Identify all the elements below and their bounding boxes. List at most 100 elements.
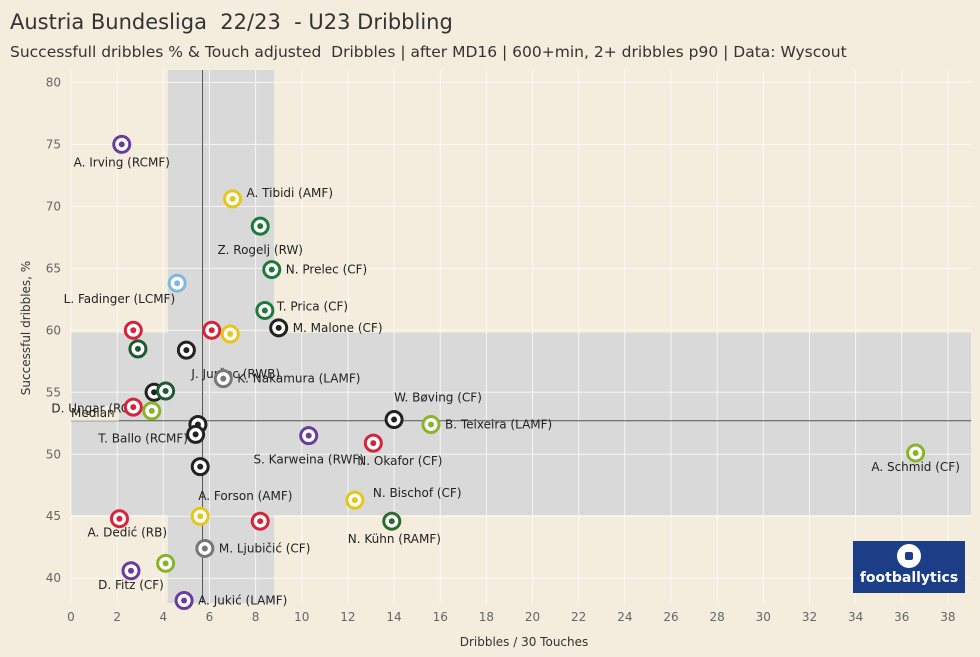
median-label-bg: [69, 405, 119, 421]
player-point: [156, 381, 176, 401]
player-point: L. Fadinger (LCMF): [64, 273, 187, 306]
player-point: N. Prelec (CF): [262, 260, 367, 280]
team-badge-center: [275, 324, 282, 331]
team-badge-center: [388, 518, 395, 525]
x-tick-label: 22: [571, 610, 586, 624]
x-tick-label: 36: [894, 610, 909, 624]
x-tick-label: 4: [159, 610, 167, 624]
player-point: [250, 511, 270, 531]
player-point: N. Okafor (CF): [357, 433, 442, 468]
gridlines: [70, 70, 971, 603]
player-label: A. Dedić (RB): [87, 526, 167, 540]
player-label: A. Irving (RCMF): [74, 155, 170, 169]
player-label: T. Prica (CF): [276, 299, 348, 313]
player-point: A. Irving (RCMF): [74, 134, 170, 169]
y-tick-label: 45: [46, 509, 61, 523]
player-label: Z. Rogelj (RW): [217, 243, 303, 257]
y-tick-label: 70: [46, 199, 61, 213]
player-point: Z. Rogelj (RW): [217, 216, 303, 257]
team-badge-center: [183, 347, 190, 354]
player-label: N. Kühn (RAMF): [348, 532, 441, 546]
team-badge-center: [428, 421, 434, 428]
player-point: K. Nakamura (LAMF): [213, 369, 360, 389]
player-label: A. Tibidi (AMF): [247, 186, 333, 200]
player-point: A. Tibidi (AMF): [223, 186, 333, 209]
team-badge-center: [151, 389, 158, 396]
team-badge-center: [268, 266, 275, 273]
player-point: [123, 397, 143, 417]
player-point: [190, 457, 210, 477]
player-point: J. Jurčec (RWB): [176, 340, 280, 381]
team-badge-center: [148, 407, 155, 414]
team-badge-center: [130, 404, 137, 411]
player-point: A. Schmid (CF): [871, 443, 960, 474]
y-tick-label: 60: [46, 323, 61, 337]
y-tick-label: 50: [46, 447, 61, 461]
player-point: N. Bischof (CF): [345, 486, 462, 510]
team-badge-center: [162, 388, 169, 395]
player-label: D. Fitz (CF): [98, 578, 164, 592]
player-label: T. Ballo (RCMF): [97, 432, 188, 446]
x-tick-label: 24: [617, 610, 632, 624]
player-point: D. Fitz (CF): [98, 561, 164, 592]
y-axis-ticks: 40 45 50 55 60 65 70 75 80: [46, 75, 61, 585]
player-label: L. Fadinger (LCMF): [64, 292, 175, 306]
team-badge-center: [128, 567, 134, 574]
team-badge-center: [391, 416, 398, 423]
y-tick-label: 75: [46, 137, 61, 151]
player-point: [186, 424, 206, 444]
player-point: [220, 324, 240, 344]
x-axis-label: Dribbles / 30 Touches: [460, 635, 589, 649]
x-tick-label: 16: [433, 610, 448, 624]
x-tick-label: 32: [802, 610, 817, 624]
player-label: M. Malone (CF): [293, 321, 383, 335]
player-point: T. Prica (CF): [255, 299, 348, 320]
team-badge-center: [370, 440, 377, 447]
x-tick-label: 8: [252, 610, 260, 624]
team-badge-center: [162, 560, 169, 567]
team-badge-center: [130, 327, 137, 334]
x-tick-label: 10: [294, 610, 309, 624]
player-label: J. Jurčec (RWB): [190, 367, 280, 381]
team-badge-center: [192, 431, 199, 438]
x-tick-label: 14: [386, 610, 401, 624]
player-label: K. Nakamura (LAMF): [237, 372, 360, 386]
player-point: S. Karweina (RWF): [253, 426, 364, 467]
team-badge-center: [181, 597, 188, 604]
player-label: A. Schmid (CF): [871, 460, 960, 474]
team-badge-center: [351, 497, 358, 504]
player-label: B. Teixeira (LAMF): [445, 418, 552, 432]
team-badge-center: [220, 375, 227, 382]
team-badge-center: [201, 545, 208, 552]
x-tick-label: 12: [340, 610, 355, 624]
player-point: N. Kühn (RAMF): [348, 511, 441, 546]
player-label: N. Prelec (CF): [286, 263, 367, 277]
y-axis-label: Successful dribbles, %: [19, 261, 33, 395]
football-icon: [897, 544, 921, 568]
team-badge-center: [197, 463, 204, 470]
team-badge-center: [118, 141, 125, 148]
team-badge-center: [305, 432, 312, 439]
x-axis-ticks: 0 2 4 6 8 10 12 14 16 18 20 22 24 26 28 30 32 34 36 38: [67, 610, 955, 624]
player-point: M. Ljubičić (CF): [195, 538, 310, 558]
chart-subtitle: Successfull dribbles % & Touch adjusted …: [10, 43, 847, 61]
x-tick-label: 38: [940, 610, 955, 624]
player-point: M. Malone (CF): [269, 318, 383, 338]
player-point: [202, 320, 222, 340]
player-label: A. Jukić (LAMF): [198, 594, 287, 608]
shaded-bands: [71, 70, 971, 603]
chart-title: Austria Bundesliga 22/23 - U23 Dribbling: [10, 10, 453, 34]
x-tick-label: 28: [710, 610, 725, 624]
x-tick-label: 30: [756, 610, 771, 624]
team-badge-center: [208, 327, 215, 334]
y-tick-label: 65: [46, 261, 61, 275]
x-tick-label: 0: [67, 610, 75, 624]
player-label: A. Forson (AMF): [198, 489, 292, 503]
footballytics-logo: footballytics: [853, 541, 965, 593]
team-badge-center: [912, 450, 919, 457]
x-tick-label: 26: [663, 610, 678, 624]
team-badge-center: [227, 331, 234, 338]
x-tick-label: 2: [113, 610, 121, 624]
x-tick-label: 6: [206, 610, 214, 624]
